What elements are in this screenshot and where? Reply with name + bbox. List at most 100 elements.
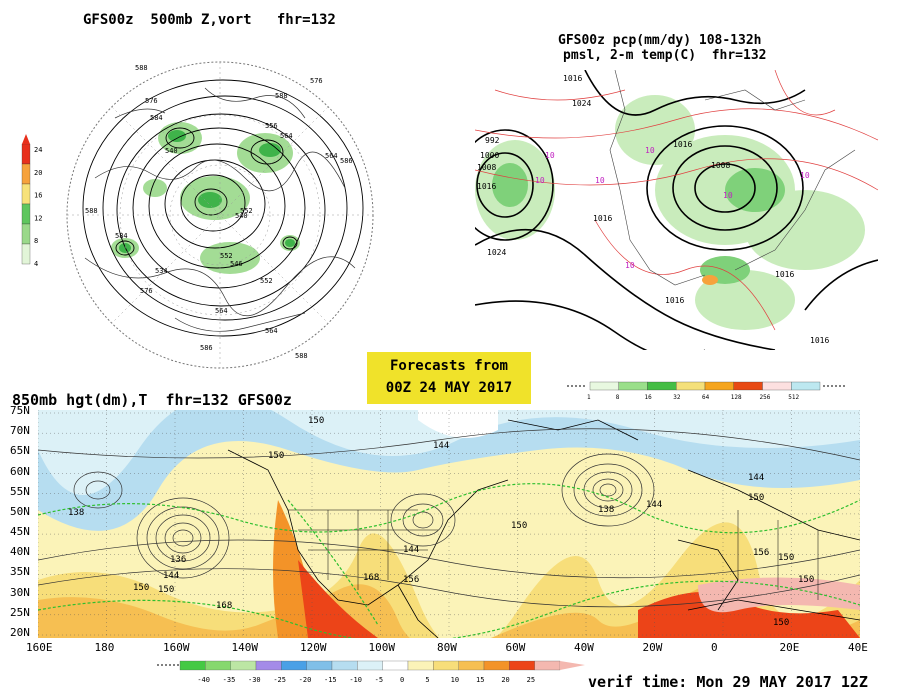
temp-contour-label: 10 bbox=[723, 191, 733, 200]
temp-colorbar-tick: -20 bbox=[299, 676, 312, 684]
latitude-label: 55N bbox=[10, 484, 30, 498]
vort-contour-label: 584 bbox=[115, 232, 128, 240]
vort-colorbar-swatch bbox=[21, 203, 31, 225]
height-contour-label: 144 bbox=[163, 571, 179, 581]
precip-colorbar-swatch bbox=[676, 381, 706, 391]
vort-contour-label: 588 bbox=[85, 207, 98, 215]
longitude-label: 40E bbox=[848, 641, 868, 654]
verif-time: verif time: Mon 29 MAY 2017 12Z bbox=[588, 673, 868, 691]
precip-colorbar: 1 8 16 32 64 128 256 512 bbox=[567, 381, 847, 401]
precip-colorbar-tick: 512 bbox=[788, 394, 799, 401]
height-contour-label: 150 bbox=[748, 493, 764, 503]
longitude-label: 160W bbox=[163, 641, 190, 654]
t850-map-panel: 150 138 144 150 136 144 150 168 168 156 144 150 138 1… bbox=[38, 410, 860, 638]
latitude-label: 45N bbox=[10, 525, 30, 539]
precip-colorbar-swatch bbox=[589, 381, 619, 391]
temp-colorbar-swatch bbox=[179, 660, 206, 671]
temp-colorbar-tick: -30 bbox=[248, 676, 261, 684]
precip-colorbar-swatch bbox=[791, 381, 821, 391]
temp-colorbar-tick: 10 bbox=[451, 676, 459, 684]
temp-colorbar-swatch bbox=[433, 660, 459, 671]
temp-contour-label: 10 bbox=[800, 171, 810, 180]
precip-colorbar-swatch bbox=[762, 381, 792, 391]
precip-colorbar-tick: 64 bbox=[702, 394, 710, 401]
precip-colorbar-swatch bbox=[733, 381, 763, 391]
isobar-label: 1016 bbox=[775, 270, 794, 279]
temp-colorbar-tick: -35 bbox=[223, 676, 236, 684]
precip-colorbar-swatch bbox=[647, 381, 677, 391]
longitude-label: 80W bbox=[437, 641, 457, 654]
vort-colorbar-tick: 8 bbox=[34, 237, 38, 245]
temp-colorbar-tick: 25 bbox=[527, 676, 535, 684]
isobar-label: 1024 bbox=[487, 248, 506, 257]
vort-colorbar-swatch bbox=[21, 243, 31, 265]
vort-contour-label: 556 bbox=[265, 122, 278, 130]
height-contour-label: 138 bbox=[68, 508, 84, 518]
height-contour-label: 156 bbox=[753, 548, 769, 558]
vort-contour-label: 552 bbox=[240, 207, 253, 215]
vort-colorbar-tick: 12 bbox=[34, 214, 42, 222]
temp-colorbar-tick: 5 bbox=[425, 676, 429, 684]
temp-colorbar-swatch bbox=[458, 660, 485, 671]
longitude-label: 0 bbox=[711, 641, 718, 654]
temp-colorbar-tick: 20 bbox=[501, 676, 509, 684]
vort-contour-label: 552 bbox=[220, 252, 233, 260]
temp-colorbar-swatch bbox=[306, 660, 333, 671]
height-contour-label: 168 bbox=[363, 573, 379, 583]
height-contour-label: 150 bbox=[778, 553, 794, 563]
vort-contour-label: 588 bbox=[275, 92, 288, 100]
temp-colorbar-swatch bbox=[483, 660, 510, 671]
vort-contour-label: 546 bbox=[230, 260, 243, 268]
height-contour-label: 150 bbox=[158, 585, 174, 595]
latitude-label: 40N bbox=[10, 545, 30, 559]
temp-colorbar-tick: 15 bbox=[476, 676, 484, 684]
temp-colorbar-tick: -25 bbox=[273, 676, 286, 684]
vort-contour-label: 564 bbox=[325, 152, 338, 160]
isobar-label: 1016 bbox=[810, 336, 829, 345]
vort-colorbar-tick: 24 bbox=[34, 146, 42, 154]
vort-colorbar-tick: 4 bbox=[34, 260, 38, 268]
temp-colorbar: -40 -35 -30 -25 -20 -15 -10 -5 0 5 10 15 20 25 bbox=[157, 660, 585, 684]
isobar-label: 992 bbox=[485, 136, 500, 145]
height-contour-label: 150 bbox=[268, 451, 284, 461]
vort-contour-label: 576 bbox=[310, 77, 323, 85]
longitude-label: 100W bbox=[368, 641, 396, 654]
vort-colorbar-swatch bbox=[21, 183, 31, 205]
vort-colorbar-swatch bbox=[21, 143, 31, 165]
isobar-label: 1008 bbox=[711, 161, 730, 170]
latitude-label: 30N bbox=[10, 585, 30, 599]
isobar-label: 1016 bbox=[563, 74, 582, 83]
height-contour-label: 136 bbox=[170, 555, 186, 565]
temp-contour-label: 10 bbox=[645, 146, 655, 155]
precip-colorbar-tick: 8 bbox=[616, 394, 620, 401]
isobar-label: 1016 bbox=[665, 296, 684, 305]
temp-colorbar-swatch bbox=[230, 660, 257, 671]
temp-colorbar-swatch bbox=[205, 660, 231, 671]
height-contour-label: 144 bbox=[646, 500, 662, 510]
latitude-label: 25N bbox=[10, 605, 30, 619]
isobar-label: 1016 bbox=[593, 214, 612, 223]
precip-panel-title-line2: pmsl, 2-m temp(C) fhr=132 bbox=[563, 48, 767, 63]
latitude-label: 50N bbox=[10, 504, 30, 518]
vort-colorbar-arrow bbox=[22, 134, 30, 144]
forecast-banner-line2: 00Z 24 MAY 2017 bbox=[385, 380, 513, 396]
temp-colorbar-tick: -15 bbox=[324, 676, 337, 684]
height-contour-label: 168 bbox=[216, 601, 232, 611]
temp-contour-label: 10 bbox=[535, 176, 545, 185]
latitude-label: 20N bbox=[10, 626, 30, 639]
vort-colorbar-tick: 20 bbox=[34, 169, 42, 177]
temp-colorbar-swatch bbox=[509, 660, 535, 671]
height-contour-label: 150 bbox=[773, 618, 789, 628]
latitude-label: 75N bbox=[10, 404, 30, 417]
precip-colorbar-swatch bbox=[618, 381, 648, 391]
vort-contour-label: 588 bbox=[295, 352, 308, 360]
vort-panel-title: GFS00z 500mb Z,vort fhr=132 bbox=[83, 12, 336, 28]
isobar-label: 1016 bbox=[673, 140, 692, 149]
vort-contour-label: 552 bbox=[260, 277, 273, 285]
longitude-label: 20W bbox=[642, 641, 663, 654]
vort-contour-label: 586 bbox=[340, 157, 353, 165]
temp-colorbar-tick: -10 bbox=[349, 676, 362, 684]
precip-colorbar-tick: 32 bbox=[673, 394, 681, 401]
height-contour-label: 144 bbox=[748, 473, 764, 483]
isobar-label: 1024 bbox=[572, 99, 591, 108]
